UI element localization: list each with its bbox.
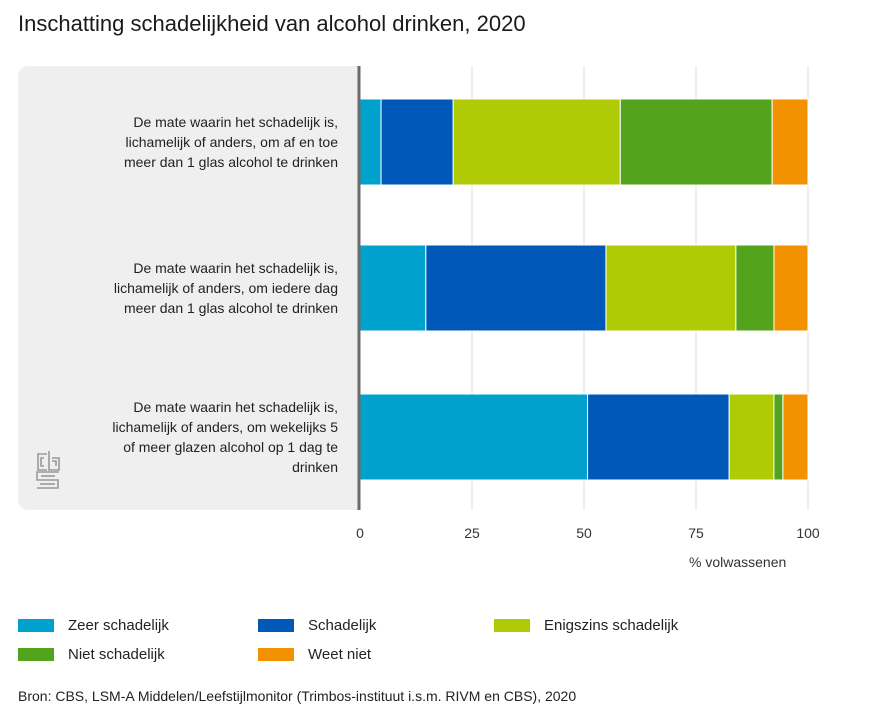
legend-swatch bbox=[18, 647, 54, 661]
legend-label: Niet schadelijk bbox=[68, 645, 165, 663]
x-tick-label: 50 bbox=[576, 525, 592, 541]
category-label-line: of meer glazen alcohol op 1 dag te bbox=[123, 439, 338, 455]
category-label-2: De mate waarin het schadelijk is, licham… bbox=[78, 397, 338, 477]
legend-item-enigszins-schadelijk[interactable]: Enigszins schadelijk bbox=[494, 616, 678, 634]
category-label-line: lichamelijk of anders, om af en toe bbox=[125, 134, 338, 150]
bar-segment[interactable] bbox=[587, 393, 730, 481]
bar-segment[interactable] bbox=[773, 393, 784, 481]
legend-item-niet-schadelijk[interactable]: Niet schadelijk bbox=[18, 645, 165, 663]
bar-segment[interactable] bbox=[425, 244, 607, 332]
category-label-line: meer dan 1 glas alcohol te drinken bbox=[123, 300, 338, 316]
x-tick-label: 75 bbox=[688, 525, 704, 541]
source-note: Bron: CBS, LSM-A Middelen/Leefstijlmonit… bbox=[18, 688, 577, 704]
bar-segment[interactable] bbox=[605, 244, 737, 332]
legend-item-schadelijk[interactable]: Schadelijk bbox=[258, 616, 376, 634]
x-axis-tick-labels: 0 25 50 75 100 bbox=[356, 525, 820, 541]
bars bbox=[359, 98, 809, 481]
legend-label: Schadelijk bbox=[308, 616, 377, 634]
legend-label: Weet niet bbox=[308, 645, 372, 663]
legend-label: Enigszins schadelijk bbox=[544, 616, 679, 634]
category-label-line: De mate waarin het schadelijk is, bbox=[133, 260, 338, 276]
bar-segment[interactable] bbox=[380, 98, 454, 186]
bar-segment[interactable] bbox=[728, 393, 775, 481]
category-label-panel bbox=[18, 66, 359, 510]
x-tick-label: 100 bbox=[796, 525, 820, 541]
bar-segment[interactable] bbox=[771, 98, 809, 186]
legend-swatch bbox=[494, 618, 530, 632]
category-label-line: meer dan 1 glas alcohol te drinken bbox=[123, 154, 338, 170]
category-label-line: De mate waarin het schadelijk is, bbox=[133, 114, 338, 130]
x-axis-title: % volwassenen bbox=[689, 554, 787, 570]
cbs-logo-icon bbox=[36, 451, 60, 489]
bar-segment[interactable] bbox=[735, 244, 775, 332]
bar-segment[interactable] bbox=[359, 393, 589, 481]
bar-segment[interactable] bbox=[619, 98, 773, 186]
legend-item-zeer-schadelijk[interactable]: Zeer schadelijk bbox=[18, 616, 169, 634]
legend-swatch bbox=[258, 618, 294, 632]
legend-swatch bbox=[18, 618, 54, 632]
category-label-line: lichamelijk of anders, om iedere dag bbox=[113, 280, 338, 296]
bar-segment[interactable] bbox=[773, 244, 809, 332]
legend-label: Zeer schadelijk bbox=[68, 616, 169, 634]
category-label-line: lichamelijk of anders, om wekelijks 5 bbox=[112, 419, 338, 435]
category-label-line: drinken bbox=[292, 459, 338, 475]
legend: Zeer schadelijk Schadelijk Enigszins sch… bbox=[18, 616, 838, 666]
bar-segment[interactable] bbox=[359, 98, 382, 186]
bar-segment[interactable] bbox=[782, 393, 809, 481]
category-label-0: De mate waarin het schadelijk is, licham… bbox=[78, 112, 338, 172]
legend-item-weet-niet[interactable]: Weet niet bbox=[258, 645, 371, 663]
legend-swatch bbox=[258, 647, 294, 661]
x-tick-label: 25 bbox=[464, 525, 480, 541]
bar-segment[interactable] bbox=[359, 244, 427, 332]
category-label-1: De mate waarin het schadelijk is, licham… bbox=[78, 258, 338, 318]
x-tick-label: 0 bbox=[356, 525, 364, 541]
bar-segment[interactable] bbox=[452, 98, 621, 186]
chart-title: Inschatting schadelijkheid van alcohol d… bbox=[18, 11, 526, 36]
category-label-line: De mate waarin het schadelijk is, bbox=[133, 399, 338, 415]
